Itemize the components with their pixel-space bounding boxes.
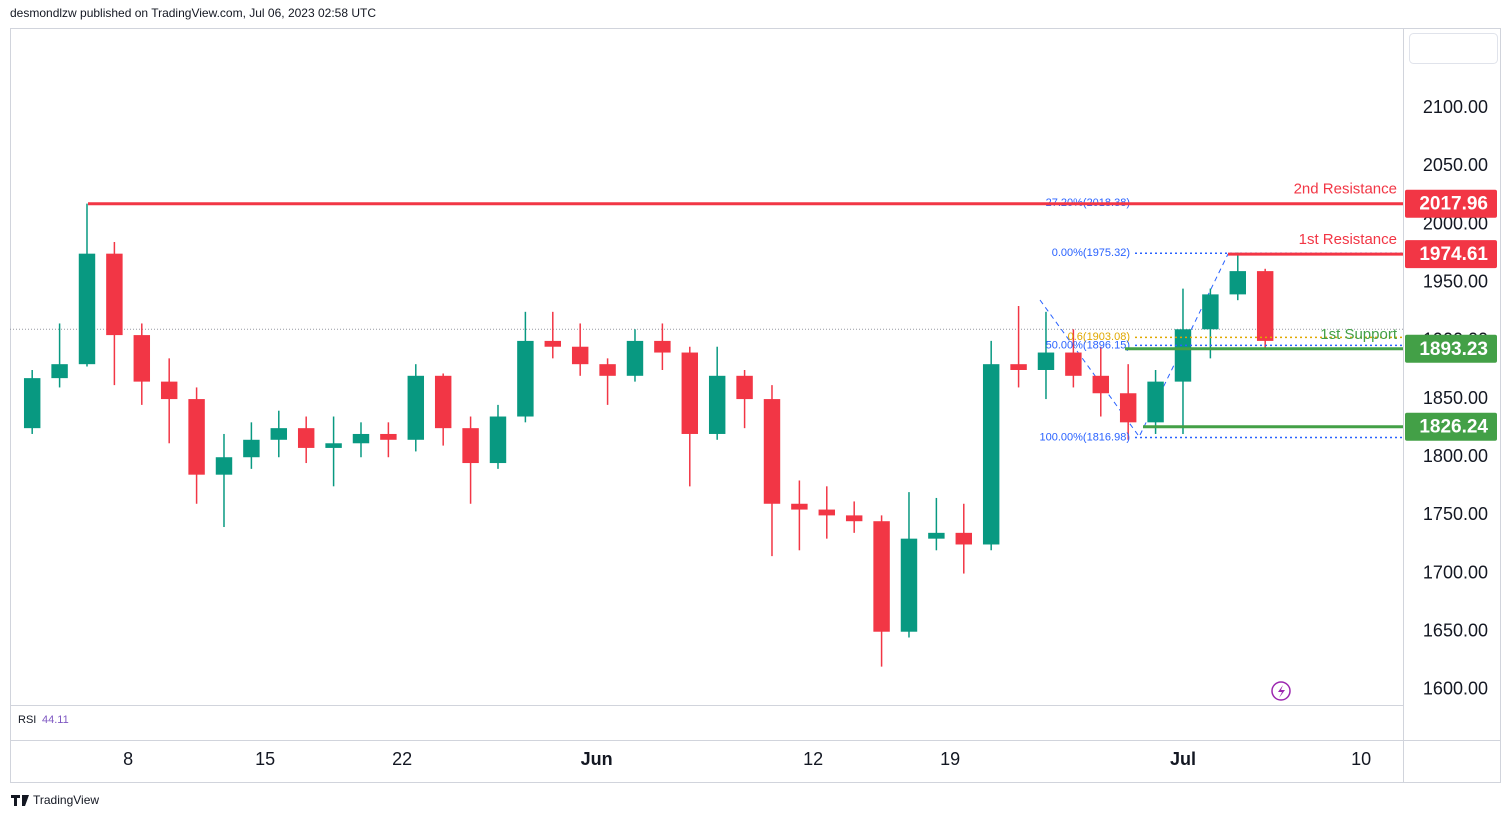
x-tick-label: 8 bbox=[123, 749, 133, 769]
candle-body bbox=[1119, 393, 1137, 423]
candle-body bbox=[462, 428, 479, 464]
candle-body bbox=[1202, 294, 1219, 330]
x-tick-label: 10 bbox=[1351, 749, 1371, 769]
candle-body bbox=[352, 433, 370, 444]
level-tag bbox=[1405, 412, 1497, 441]
fib-label: 100.00%(1816.98) bbox=[1039, 431, 1130, 443]
chart-frame bbox=[10, 28, 1501, 783]
alert-icon[interactable] bbox=[1271, 681, 1291, 701]
candle-body bbox=[1256, 271, 1274, 341]
level-tag-label: 1893.23 bbox=[1419, 339, 1488, 360]
candle-body bbox=[928, 532, 945, 539]
footer-logo bbox=[11, 795, 29, 806]
candle-body bbox=[133, 335, 151, 382]
candle-body bbox=[489, 416, 507, 464]
candle-body bbox=[1010, 364, 1027, 370]
level-tag-label: 1974.61 bbox=[1419, 244, 1488, 265]
candle-body bbox=[626, 340, 644, 376]
candle-body bbox=[599, 364, 616, 376]
y-tick-label: 1850.00 bbox=[1423, 388, 1488, 408]
candle-body bbox=[982, 364, 1000, 545]
candle-body bbox=[791, 503, 808, 510]
candle-body bbox=[380, 433, 397, 440]
level-name: 1st Resistance bbox=[1299, 231, 1397, 248]
y-tick-label: 2050.00 bbox=[1423, 155, 1488, 175]
candle-body bbox=[1229, 271, 1246, 295]
level-tag-label: 2017.96 bbox=[1419, 194, 1488, 215]
candle-body bbox=[955, 532, 973, 545]
candle-body bbox=[818, 509, 836, 516]
candle-body bbox=[708, 375, 726, 434]
candle-body bbox=[1065, 352, 1082, 376]
y-tick-label: 1650.00 bbox=[1423, 620, 1488, 640]
footer: TradingView bbox=[33, 793, 99, 807]
level-tag-label: 1826.24 bbox=[1419, 417, 1488, 438]
candle-body bbox=[325, 443, 342, 448]
candle-body bbox=[873, 521, 890, 632]
candle-body bbox=[544, 340, 562, 347]
candle-body bbox=[297, 428, 315, 448]
level-tag bbox=[1405, 334, 1497, 363]
level-name: 1st Support bbox=[1320, 326, 1398, 343]
candle-body bbox=[900, 538, 918, 632]
level-tag bbox=[1405, 189, 1497, 218]
x-tick-label: Jul bbox=[1170, 749, 1196, 769]
header: desmondlzw published on TradingView.com,… bbox=[10, 6, 376, 20]
candle-body bbox=[681, 352, 699, 434]
candle-body bbox=[106, 253, 123, 336]
candle-body bbox=[23, 378, 41, 429]
y-tick-label: 1600.00 bbox=[1423, 679, 1488, 699]
level-tag bbox=[1405, 240, 1497, 269]
candle-body bbox=[51, 364, 68, 379]
candle-body bbox=[654, 340, 671, 353]
y-tick-label: 2000.00 bbox=[1423, 213, 1488, 233]
candle-body bbox=[1037, 352, 1055, 370]
x-tick-label: 12 bbox=[803, 749, 823, 769]
candle-body bbox=[407, 375, 425, 440]
candle-body bbox=[270, 428, 288, 440]
fib-label: 0.00%(1975.32) bbox=[1052, 247, 1130, 259]
candle-body bbox=[215, 457, 233, 475]
y-tick-label: 1950.00 bbox=[1423, 271, 1488, 291]
y-tick-label: 1750.00 bbox=[1423, 504, 1488, 524]
candle-body bbox=[1147, 381, 1164, 423]
candle-body bbox=[736, 375, 753, 400]
x-tick-label: Jun bbox=[581, 749, 613, 769]
alert-icon-bolt bbox=[1278, 685, 1285, 698]
x-tick-label: 19 bbox=[940, 749, 960, 769]
x-tick-label: 22 bbox=[392, 749, 412, 769]
fib-label: 50.00%(1896.15) bbox=[1046, 339, 1130, 351]
candle-body bbox=[160, 381, 178, 400]
candle-body bbox=[517, 340, 534, 417]
candle-body bbox=[78, 253, 96, 365]
candle-body bbox=[571, 346, 589, 365]
y-tick-label: 2100.00 bbox=[1423, 97, 1488, 117]
x-tick-label: 15 bbox=[255, 749, 275, 769]
y-tick-label: 1700.00 bbox=[1423, 562, 1488, 582]
candle-body bbox=[763, 399, 781, 504]
indicator-value: 44.11 bbox=[42, 714, 69, 726]
fib-label: 0.6(1903.08) bbox=[1068, 331, 1130, 343]
indicator-name: RSI bbox=[18, 714, 36, 726]
candle-body bbox=[845, 515, 863, 522]
y-tick-label: 1800.00 bbox=[1423, 446, 1488, 466]
candle-body bbox=[1092, 375, 1110, 394]
candle-body bbox=[1174, 329, 1192, 382]
candle-body bbox=[243, 439, 260, 458]
candle-body bbox=[434, 375, 452, 429]
level-name: 2nd Resistance bbox=[1294, 181, 1397, 198]
toolbar-box[interactable] bbox=[1409, 33, 1498, 64]
candle-body bbox=[188, 399, 205, 475]
